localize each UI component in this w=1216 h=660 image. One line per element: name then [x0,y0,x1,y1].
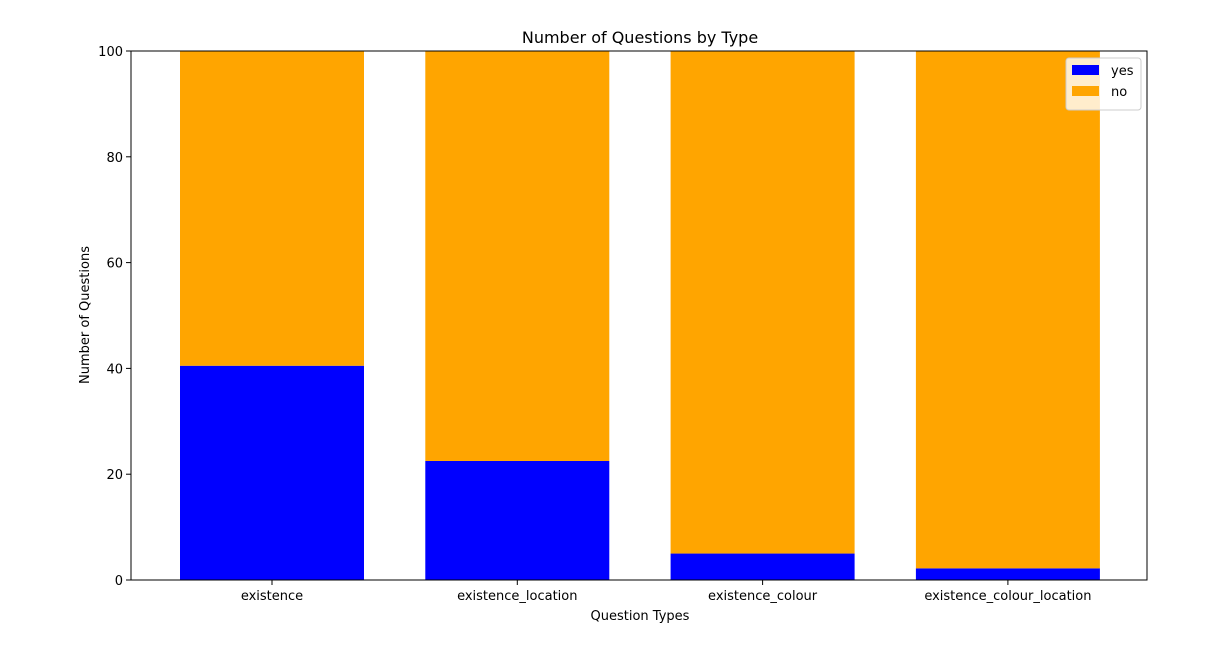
y-tick-label: 40 [106,362,123,377]
bar-yes-existence_location [425,460,610,580]
legend-label-yes: yes [1111,64,1134,79]
y-tick-label: 0 [115,574,123,589]
y-axis: 0 20 40 60 80 100 [98,45,131,589]
x-tick-label: existence_colour [708,589,818,604]
x-axis: existence existence_location existence_col… [241,580,1091,604]
bars-layer [180,51,1100,580]
x-tick-label: existence_colour_location [924,589,1091,604]
chart-title: Number of Questions by Type [522,28,758,47]
bar-yes-existence_colour [670,553,855,580]
y-tick-label: 60 [106,257,123,272]
bar-no-existence_location [425,51,610,461]
bar-yes-existence_colour_location [915,568,1100,580]
y-tick-label: 100 [98,45,123,60]
bar-no-existence_colour [670,51,855,554]
bar-yes-existence [180,365,364,580]
y-tick-label: 80 [106,151,123,166]
x-axis-label: Question Types [591,609,690,624]
y-tick-label: 20 [106,468,123,483]
legend-swatch-no [1072,86,1099,96]
legend: yes no [1065,57,1142,111]
x-tick-label: existence_location [457,589,577,604]
bar-no-existence_colour_location [915,51,1100,569]
plot-frame [130,50,1148,581]
x-tick-label: existence [241,589,303,604]
legend-label-no: no [1111,85,1127,100]
bar-no-existence [180,51,364,366]
y-axis-label: Number of Questions [78,246,93,384]
legend-swatch-yes [1072,65,1099,75]
